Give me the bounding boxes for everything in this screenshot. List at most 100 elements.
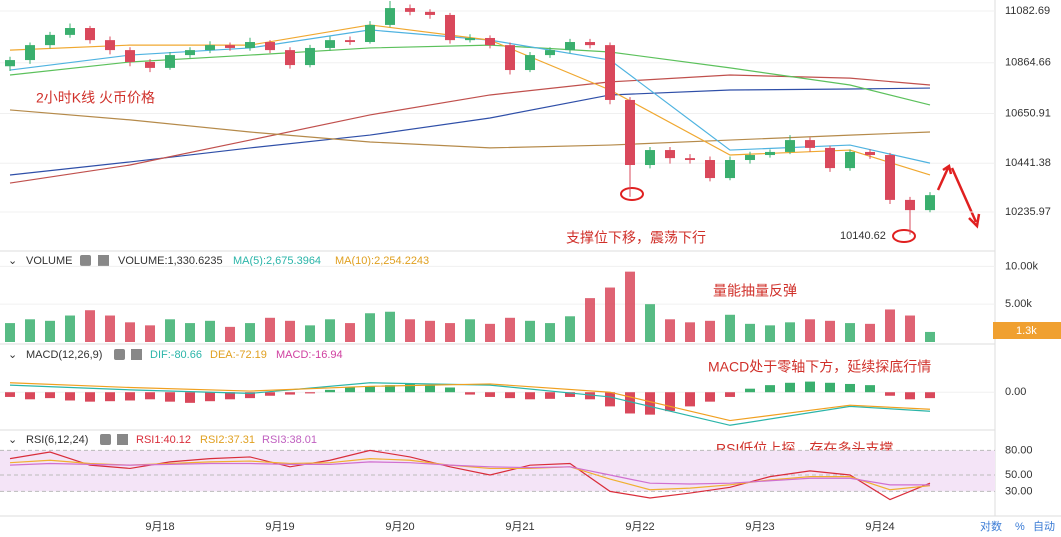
macd-bar <box>125 392 135 401</box>
y-tick-label: 10441.38 <box>1005 157 1051 169</box>
candle-body <box>865 151 875 156</box>
volume-bar <box>645 304 655 342</box>
highlight <box>892 229 916 243</box>
volume-bar <box>585 298 595 342</box>
volume-bar <box>305 325 315 342</box>
volume-value: VOLUME:1,330.6235 <box>118 255 223 267</box>
close-icon[interactable] <box>117 434 128 445</box>
macd-bar <box>645 392 655 415</box>
close-icon[interactable] <box>98 255 109 266</box>
candle-body <box>425 11 435 15</box>
volume-bar <box>425 320 435 342</box>
volume-bar <box>485 323 495 342</box>
candle-body <box>205 45 215 51</box>
macd-bar <box>905 392 915 400</box>
y-tick-label: 30.00 <box>1005 485 1033 497</box>
candle-body <box>225 45 235 48</box>
ma5-value: MA(5):2,675.3964 <box>233 255 321 267</box>
macd-bar <box>145 392 155 400</box>
rsi2-value: RSI2:37.31 <box>200 434 255 446</box>
macd-bar <box>445 387 455 393</box>
close-icon[interactable] <box>131 349 142 360</box>
y-tick-label: 10650.91 <box>1005 107 1051 119</box>
volume-bar <box>625 271 635 342</box>
indicator-line <box>9 382 931 422</box>
candle-body <box>305 47 315 66</box>
volume-bar <box>505 317 515 342</box>
macd-bar <box>805 381 815 393</box>
candle-body <box>465 37 475 41</box>
candle-body <box>825 147 835 169</box>
volume-bar <box>65 315 75 342</box>
candle-body <box>905 199 915 211</box>
candle-body <box>745 155 755 161</box>
candle-body <box>245 42 255 48</box>
collapse-icon[interactable]: ⌄ <box>8 434 17 446</box>
y-tick-label: 80.00 <box>1005 444 1033 456</box>
macd-bar <box>245 392 255 399</box>
candle-body <box>885 155 895 200</box>
macd-bar <box>45 392 55 399</box>
volume-bar <box>285 320 295 342</box>
volume-bar <box>905 315 915 342</box>
macd-bar <box>105 392 115 402</box>
macd-bar <box>25 392 35 400</box>
macd-bar <box>225 392 235 400</box>
candle-body <box>25 45 35 61</box>
macd-bar <box>625 392 635 414</box>
volume-bar <box>565 316 575 342</box>
y-tick-label: 11082.69 <box>1005 5 1050 17</box>
macd-bar <box>845 383 855 393</box>
y-tick-label: 5.00k <box>1005 298 1032 310</box>
volume-bar <box>125 322 135 342</box>
volume-bar <box>345 323 355 342</box>
macd-bar <box>365 386 375 393</box>
x-tick-label: 9月20 <box>385 521 414 533</box>
arrow <box>936 163 953 191</box>
indicator-line <box>9 461 930 486</box>
candle-body <box>405 8 415 12</box>
settings-icon[interactable] <box>80 255 91 266</box>
candle-body <box>265 42 275 51</box>
macd-bar <box>485 392 495 397</box>
macd-bar <box>305 392 315 394</box>
macd-bar <box>725 392 735 397</box>
indicator-line <box>9 109 931 149</box>
macd-bar <box>825 382 835 393</box>
candle-body <box>725 160 735 179</box>
candle-body <box>385 8 395 25</box>
auto-toggle[interactable]: 自动 <box>1033 520 1055 533</box>
volume-bar <box>545 323 555 342</box>
dif-value: DIF:-80.66 <box>150 349 202 361</box>
rsi3-value: RSI3:38.01 <box>262 434 317 446</box>
percent-toggle[interactable]: % <box>1015 521 1025 533</box>
candle-body <box>105 40 115 51</box>
macd-bar <box>765 385 775 393</box>
candle-body <box>845 151 855 169</box>
candle-body <box>585 42 595 46</box>
volume-bar <box>745 323 755 342</box>
settings-icon[interactable] <box>114 349 125 360</box>
x-tick-label: 9月23 <box>745 521 774 533</box>
volume-bar <box>265 317 275 342</box>
last-volume-box <box>993 322 1061 339</box>
macd-bar <box>525 392 535 400</box>
y-tick-label: 10864.66 <box>1005 57 1051 69</box>
macd-bar <box>265 392 275 396</box>
volume-bar <box>665 319 675 342</box>
settings-icon[interactable] <box>100 434 111 445</box>
collapse-icon[interactable]: ⌄ <box>8 349 17 361</box>
candle-body <box>445 14 455 41</box>
candle-body <box>365 24 375 43</box>
volume-bar <box>245 323 255 342</box>
macd-bar <box>705 392 715 402</box>
volume-bar <box>785 322 795 342</box>
candle-body <box>325 40 335 48</box>
x-tick-label: 9月24 <box>865 521 894 533</box>
log-toggle[interactable]: 对数 <box>980 519 1002 533</box>
macd-bar <box>545 392 555 399</box>
dea-value: DEA:-72.19 <box>210 349 267 361</box>
collapse-icon[interactable]: ⌄ <box>8 255 17 267</box>
volume-bar <box>405 319 415 342</box>
